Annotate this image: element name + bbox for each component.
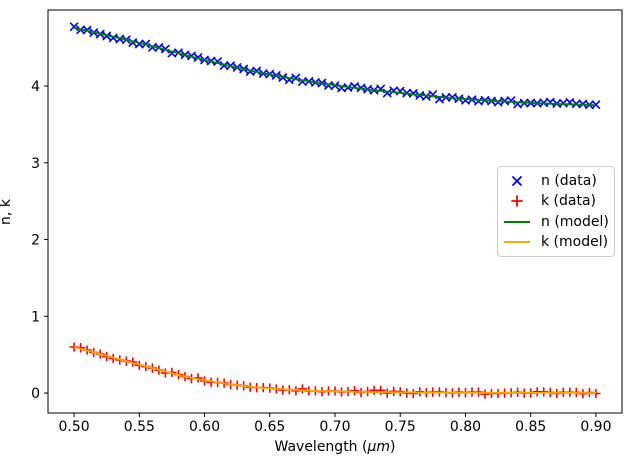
y-tick-label: 4 [31, 79, 40, 95]
y-tick-label: 2 [31, 233, 40, 249]
x-tick-label: 0.65 [254, 419, 285, 435]
legend-label: n (data) [541, 172, 597, 189]
legend-label: k (data) [541, 193, 597, 210]
plus-marker-icon [503, 194, 531, 208]
legend-label: k (model) [541, 234, 609, 251]
x-tick-label: 0.85 [515, 419, 546, 435]
y-tick-label: 3 [31, 156, 40, 172]
x-axis-label-suffix: ) [390, 439, 396, 455]
k-model-line [73, 346, 596, 394]
x-axis-label: Wavelength (μm) [275, 439, 396, 455]
x-tick-label: 0.50 [59, 419, 90, 435]
y-tick-label: 1 [31, 309, 40, 325]
legend: n (data) k (data) n (model) k (model) [497, 166, 615, 257]
orange-line-icon [503, 235, 531, 249]
legend-entry-n-data: n (data) [498, 172, 614, 190]
x-tick-label: 0.80 [450, 419, 481, 435]
legend-entry-n-model: n (model) [498, 213, 614, 231]
green-line-icon [503, 215, 531, 229]
x-tick-label: 0.55 [124, 419, 155, 435]
x-axis-label-unit: μm [367, 439, 391, 455]
k-data-markers [69, 342, 601, 399]
x-tick-label: 0.90 [580, 419, 611, 435]
y-axis-label: n, k [0, 199, 14, 225]
legend-label: n (model) [541, 213, 609, 230]
x-marker-icon [503, 174, 531, 188]
y-tick-label: 0 [31, 386, 40, 402]
x-tick-label: 0.60 [189, 419, 220, 435]
legend-entry-k-model: k (model) [498, 233, 614, 251]
legend-entry-k-data: k (data) [498, 192, 614, 210]
x-axis-label-text: Wavelength ( [274, 439, 368, 455]
n-data-markers [69, 22, 601, 110]
x-tick-label: 0.75 [385, 419, 416, 435]
x-tick-label: 0.70 [319, 419, 350, 435]
n-model-line [73, 26, 596, 107]
